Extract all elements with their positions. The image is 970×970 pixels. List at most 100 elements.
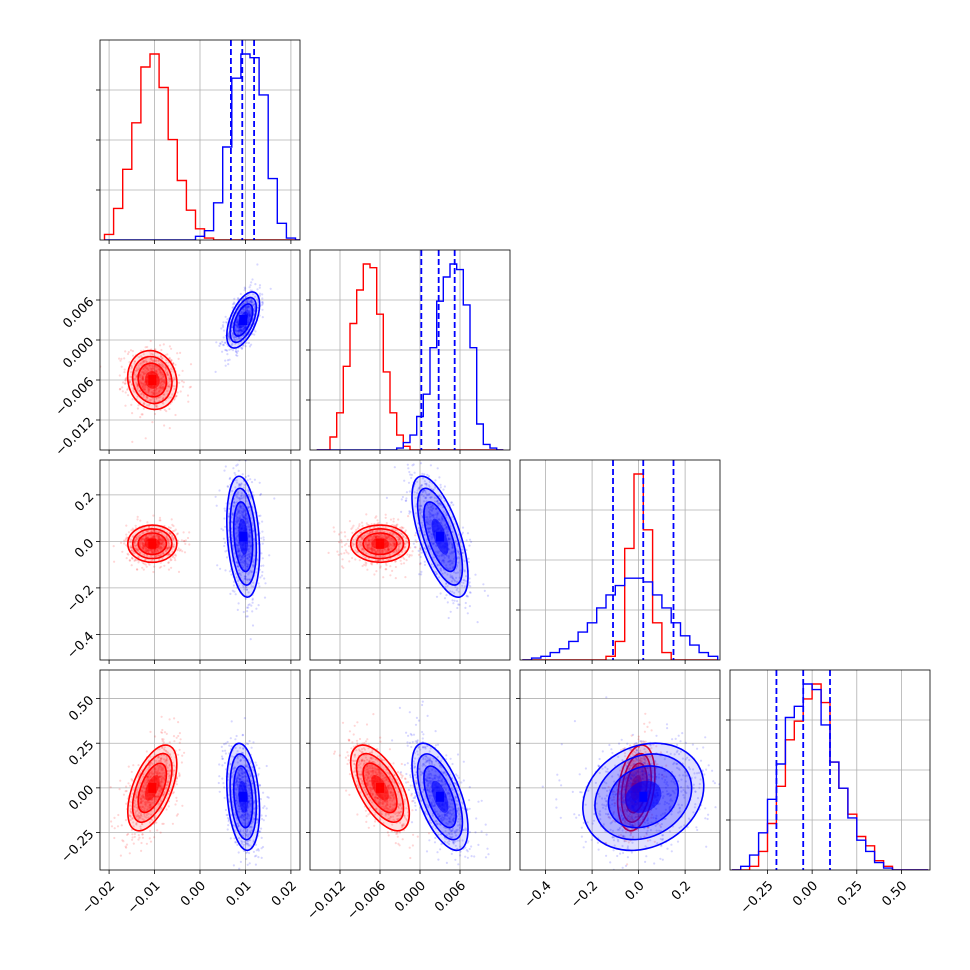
sample-point [389,565,392,568]
sample-point [391,541,394,545]
sample-point [360,531,363,534]
sample-point [129,784,132,787]
sample-point [235,576,238,579]
sample-point [248,455,250,457]
sample-point [158,538,161,541]
contour-blue [225,291,261,349]
sample-point [154,405,157,408]
sample-point [161,386,164,389]
sample-point [160,371,163,374]
sample-point [154,391,157,394]
sample-point [393,544,396,547]
sample-point [141,542,144,545]
sample-point [142,561,145,565]
sample-point [156,550,159,553]
sample-point [138,535,141,538]
sample-point [166,371,169,374]
sample-point [393,466,396,469]
sample-point [247,316,250,319]
sample-point [242,556,245,559]
sample-point [176,549,179,552]
sample-point [128,380,132,383]
sample-point [142,547,146,550]
sample-point [420,570,423,574]
sample-point [171,523,174,526]
sample-point [248,578,251,582]
sample-point [380,555,383,558]
sample-point [370,549,373,552]
sample-point [144,366,147,369]
sample-point [249,313,252,316]
sample-point [224,359,227,362]
sample-point [239,292,242,296]
sample-point [261,303,264,306]
sample-point [167,385,171,388]
sample-point [392,542,395,545]
sample-point [243,509,246,512]
sample-point [123,539,126,542]
sample-point [141,545,144,549]
sample-point [407,467,410,470]
sample-point [167,539,170,542]
sample-point [343,552,346,555]
sample-point [167,526,170,529]
sample-point [247,521,250,525]
sample-point [158,519,161,522]
sample-point [144,558,147,561]
sample-point [171,534,174,537]
sample-point [169,559,172,562]
sample-point [376,519,379,522]
sample-point [149,730,152,734]
sample-point [405,541,408,544]
contour-red [131,355,173,405]
sample-point [152,398,155,401]
sample-point [179,738,182,741]
sample-point [236,520,239,523]
sample-point [147,389,150,392]
sample-point [171,555,174,559]
sample-point [269,287,272,290]
sample-point [231,521,234,524]
sample-point [395,549,398,552]
sample-point [453,599,456,602]
sample-point [344,549,347,552]
sample-point [262,536,265,539]
sample-point [166,538,170,541]
sample-point [242,496,245,499]
sample-point [385,550,388,553]
sample-point [136,384,139,387]
sample-point [377,559,380,562]
sample-point [160,715,163,718]
sample-point [398,538,401,541]
sample-point [391,539,394,543]
sample-point [153,534,156,538]
sample-point [243,577,246,581]
sample-point [374,559,377,562]
sample-point [398,553,401,556]
sample-point [130,549,133,552]
sample-point [244,513,247,516]
sample-point [122,381,125,384]
sample-point [228,348,231,351]
sample-point [248,547,251,551]
sample-point [135,369,138,372]
sample-point [414,539,417,542]
sample-point [248,553,251,556]
sample-point [144,385,147,388]
sample-point [144,548,147,551]
sample-point [178,381,181,384]
sample-point [413,471,416,474]
sample-point [242,515,245,518]
sample-point [381,549,384,552]
sample-point [243,514,247,517]
sample-point [188,543,191,546]
sample-point [123,357,126,360]
sample-point [238,336,241,340]
sample-point [241,327,244,330]
sample-point [244,517,247,520]
sample-point [137,834,140,837]
sample-point [178,732,181,735]
sample-point [136,535,139,538]
sample-point [148,563,151,566]
sample-point [256,288,259,291]
